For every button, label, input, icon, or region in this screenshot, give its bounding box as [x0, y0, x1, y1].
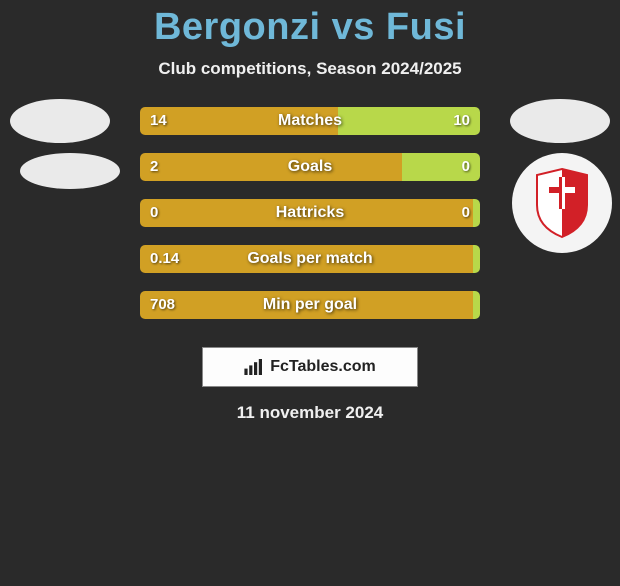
- stat-row: 00Hattricks: [0, 199, 620, 245]
- bar-right-fill: [473, 199, 480, 227]
- bar-left-fill: [140, 153, 402, 181]
- stat-value-left: 0: [150, 199, 158, 227]
- vs-text: vs: [332, 6, 375, 48]
- stat-value-left: 708: [150, 291, 175, 319]
- page-title: Bergonzi vs Fusi: [0, 6, 620, 49]
- bar-left-fill: [140, 291, 473, 319]
- stat-value-right: 0: [462, 153, 470, 181]
- brand-attribution[interactable]: FcTables.com: [202, 347, 418, 387]
- stats-area: 1410Matches20Goals00Hattricks0.14Goals p…: [0, 107, 620, 337]
- stat-value-right: 10: [453, 107, 470, 135]
- date-text: 11 november 2024: [0, 403, 620, 423]
- stat-value-left: 2: [150, 153, 158, 181]
- stat-row: 708Min per goal: [0, 291, 620, 337]
- bar-right-fill: [473, 291, 480, 319]
- player-a-name: Bergonzi: [154, 6, 321, 48]
- bar-left-fill: [140, 107, 338, 135]
- bar-left-fill: [140, 245, 473, 273]
- bar-chart-icon: [244, 359, 264, 375]
- stat-row: 20Goals: [0, 153, 620, 199]
- stat-value-left: 0.14: [150, 245, 179, 273]
- stat-value-left: 14: [150, 107, 167, 135]
- player-b-name: Fusi: [386, 6, 466, 48]
- bar-left-fill: [140, 199, 473, 227]
- stat-row: 1410Matches: [0, 107, 620, 153]
- subtitle: Club competitions, Season 2024/2025: [0, 59, 620, 79]
- bar-right-fill: [473, 245, 480, 273]
- stat-value-right: 0: [462, 199, 470, 227]
- brand-text: FcTables.com: [270, 358, 376, 376]
- stat-row: 0.14Goals per match: [0, 245, 620, 291]
